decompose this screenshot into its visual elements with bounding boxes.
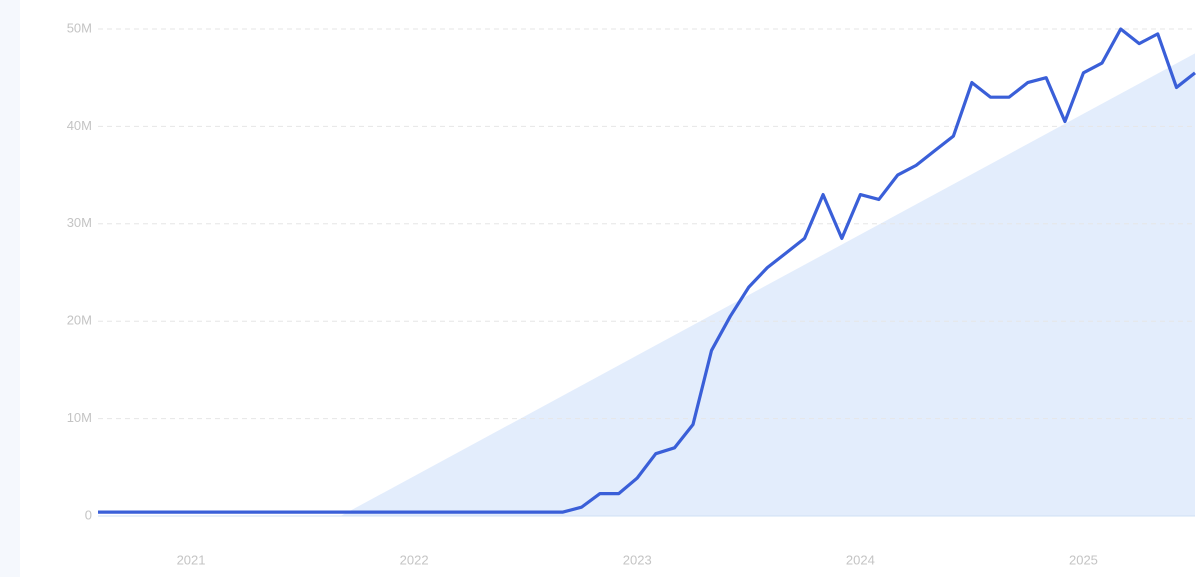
- x-tick-label: 2021: [177, 552, 206, 567]
- y-tick-label: 10M: [67, 410, 92, 425]
- x-tick-label: 2023: [623, 552, 652, 567]
- trend-area: [340, 53, 1195, 516]
- y-tick-label: 20M: [67, 313, 92, 328]
- y-tick-label: 50M: [67, 20, 92, 35]
- y-tick-label: 0: [85, 507, 92, 522]
- y-tick-label: 30M: [67, 215, 92, 230]
- x-tick-label: 2025: [1069, 552, 1098, 567]
- x-tick-label: 2024: [846, 552, 875, 567]
- y-tick-label: 40M: [67, 118, 92, 133]
- side-strip: [0, 0, 20, 577]
- data-line: [98, 27, 1196, 514]
- x-tick-label: 2022: [400, 552, 429, 567]
